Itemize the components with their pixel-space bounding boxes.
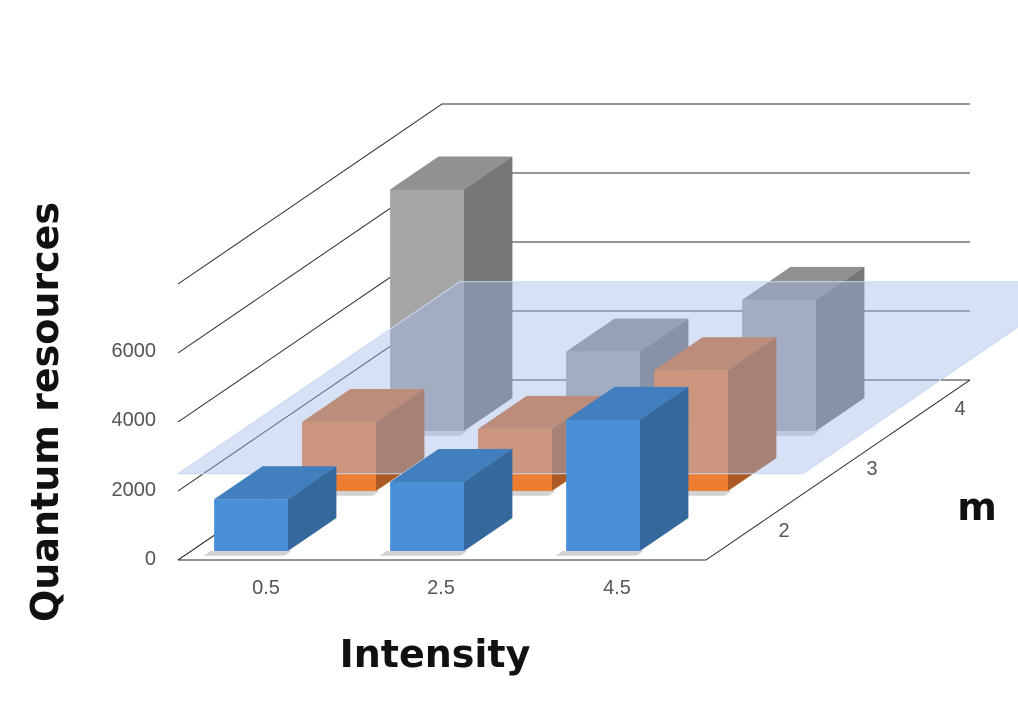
bar-4-0.5-front — [390, 189, 464, 431]
bar-2-4.5-side — [640, 386, 689, 551]
bar-4-2.5-top — [566, 318, 689, 352]
x-axis-title: Intensity — [340, 632, 531, 676]
bar-2-2.5 — [379, 449, 513, 556]
bar-2-2.5-front — [390, 482, 464, 551]
bar-3-4.5-top — [654, 337, 777, 371]
x-tick-1: 2.5 — [427, 577, 455, 599]
x-tick-2: 4.5 — [603, 577, 631, 599]
bar-2-0.5-top — [214, 466, 337, 500]
bar-4-0.5-side — [464, 156, 513, 431]
y-tick-4000: 4000 — [112, 409, 157, 431]
bar-2-4.5-front — [566, 419, 640, 551]
y-tick-2000: 2000 — [112, 479, 157, 501]
bar-4-0.5-top — [390, 156, 513, 190]
x-tick-0: 0.5 — [252, 577, 280, 599]
bar-2-0.5-front — [214, 499, 288, 551]
bar-4-0.5 — [379, 156, 513, 436]
bar-4-4.5-top — [742, 266, 865, 300]
bars — [176, 156, 1018, 556]
bar-2-0.5 — [203, 466, 337, 556]
bar-3-0.5-top — [302, 389, 425, 422]
tick-labels: 0 2000 4000 6000 0.5 2.5 4.5 2 3 4 — [112, 340, 966, 599]
bar-3-4.5-side — [728, 337, 777, 491]
bar-2-2.5-shadow — [379, 551, 468, 556]
z-tick-2: 2 — [778, 520, 789, 542]
bar-2-4.5-top — [566, 386, 689, 420]
bar-2-2.5-top — [390, 449, 513, 482]
bar-2-4.5 — [555, 386, 689, 556]
z-axis-title: m — [957, 485, 997, 529]
bar-2-4.5-shadow — [555, 551, 644, 556]
bar-2-2.5-side — [464, 449, 513, 551]
y-tick-0: 0 — [145, 548, 156, 570]
bar-3-2.5-top — [478, 395, 601, 429]
z-tick-4: 4 — [954, 398, 965, 420]
bar-2-0.5-side — [288, 466, 337, 551]
bar-2-0.5-shadow — [203, 551, 292, 556]
z-tick-3: 3 — [866, 458, 877, 480]
bar-4-4.5-side — [816, 266, 865, 431]
y-axis-title: Quantum resources — [23, 202, 67, 622]
gridline-4 — [177, 103, 970, 285]
floor-right-edge — [705, 379, 971, 561]
bar-3-0.5-side — [376, 389, 425, 491]
y-tick-6000: 6000 — [112, 340, 157, 362]
